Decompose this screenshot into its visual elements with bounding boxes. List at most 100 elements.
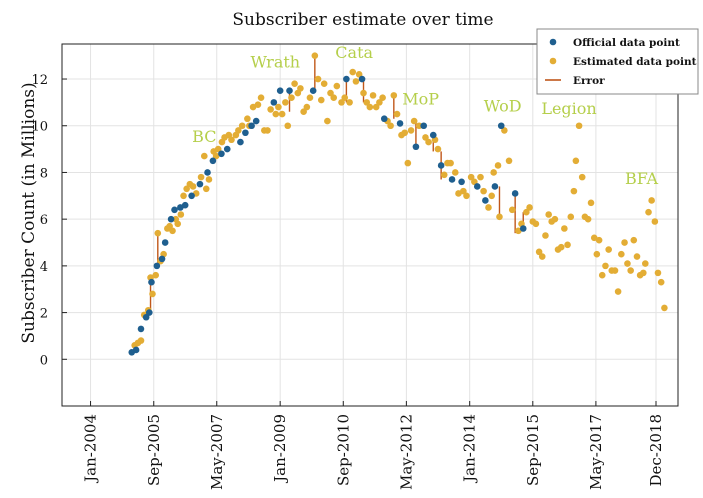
- estimated-point: [390, 92, 398, 99]
- expansion-label: Legion: [541, 99, 596, 118]
- official-point: [177, 204, 184, 211]
- official-series: [128, 75, 527, 356]
- chart-title: Subscriber estimate over time: [232, 10, 493, 30]
- y-tick-label: 2: [40, 307, 48, 322]
- estimated-point: [205, 176, 213, 183]
- legend-box: [536, 28, 699, 95]
- official-point: [153, 262, 161, 270]
- estimated-point: [651, 218, 659, 225]
- estimated-point: [376, 99, 383, 106]
- estimated-point: [275, 103, 282, 111]
- estimated-point: [661, 304, 668, 312]
- estimated-point: [303, 103, 311, 111]
- x-tick-label: Jan-2014: [461, 414, 479, 484]
- official-point: [473, 183, 481, 190]
- y-axis: 0 2 4 6 8 10 12: [31, 73, 67, 407]
- estimated-point: [284, 122, 292, 130]
- official-point: [218, 150, 225, 158]
- estimated-point: [346, 99, 353, 106]
- y-axis-label: Subscriber Count (in Millions): [19, 82, 39, 343]
- official-point: [196, 180, 204, 188]
- estimated-point: [254, 101, 262, 109]
- estimated-point: [330, 94, 338, 102]
- estimated-point: [557, 243, 565, 251]
- x-tick-label: Jan-2004: [82, 414, 100, 484]
- estimated-point: [320, 80, 328, 88]
- estimated-point: [404, 159, 412, 167]
- estimated-point: [605, 246, 612, 253]
- official-point: [158, 255, 166, 263]
- estimated-point: [244, 115, 251, 123]
- estimated-point: [393, 110, 401, 118]
- estimated-point: [523, 208, 530, 216]
- estimated-point: [657, 278, 665, 286]
- estimated-point: [440, 171, 448, 179]
- official-point: [142, 313, 150, 321]
- estimated-point: [595, 236, 603, 244]
- estimated-point: [611, 267, 619, 274]
- estimated-point: [425, 138, 432, 146]
- official-point: [137, 325, 145, 333]
- estimated-point: [183, 185, 190, 193]
- estimated-point: [149, 290, 156, 298]
- estimated-point: [467, 173, 475, 181]
- legend-label: Official data point: [573, 37, 680, 49]
- expansion-label: Cata: [335, 43, 373, 62]
- estimated-point: [137, 337, 145, 344]
- estimated-point: [214, 145, 222, 153]
- estimated-point: [614, 288, 622, 295]
- estimated-point: [174, 220, 182, 228]
- estimated-point: [360, 89, 367, 97]
- y-tick-label: 6: [40, 213, 48, 228]
- estimated-point: [567, 213, 575, 221]
- estimated-point: [297, 85, 304, 92]
- expansion-label: WoD: [484, 97, 522, 116]
- estimated-point: [447, 159, 454, 167]
- estimated-point: [602, 262, 609, 270]
- plot-frame: [61, 43, 679, 407]
- x-tick-label: Sep-2010: [334, 414, 352, 486]
- estimated-point: [200, 152, 208, 160]
- legend-label: Error: [573, 75, 605, 87]
- estimated-point: [545, 211, 552, 218]
- estimated-point: [578, 173, 586, 181]
- estimated-point: [352, 78, 360, 85]
- estimated-point: [434, 145, 442, 153]
- official-point: [420, 122, 428, 130]
- estimated-point: [311, 52, 319, 59]
- estimated-point: [648, 197, 655, 204]
- official-point: [458, 178, 465, 186]
- estimated-point: [654, 269, 662, 277]
- estimated-point: [177, 211, 185, 218]
- x-axis: Jan-2004 Sep-2005 May-2007 Jan-2009 Sep-2010…: [82, 401, 665, 490]
- estimated-point: [154, 229, 162, 237]
- x-tick-label: Sep-2005: [145, 414, 163, 486]
- y-tick-label: 8: [40, 166, 48, 181]
- official-point: [171, 206, 178, 214]
- estimated-point: [618, 250, 625, 258]
- estimated-point: [306, 94, 314, 102]
- estimated-point: [455, 190, 462, 197]
- official-point: [491, 183, 499, 190]
- estimated-point: [369, 92, 377, 99]
- official-point: [204, 169, 211, 176]
- x-tick-label: May-2012: [397, 414, 415, 490]
- official-point: [412, 143, 420, 151]
- official-point: [148, 278, 155, 286]
- estimated-point: [561, 225, 568, 232]
- x-tick-label: Sep-2015: [524, 414, 542, 486]
- estimated-point: [624, 260, 631, 267]
- estimated-point: [314, 75, 322, 83]
- estimated-point: [590, 234, 598, 242]
- official-point: [380, 115, 388, 123]
- expansion-label: BC: [192, 127, 216, 146]
- official-point: [482, 197, 489, 204]
- estimated-point: [642, 260, 649, 267]
- estimated-point: [422, 134, 429, 141]
- official-point: [519, 225, 527, 232]
- estimated-point: [267, 106, 274, 113]
- x-tick-label: May-2017: [587, 414, 605, 490]
- estimated-point: [501, 127, 508, 134]
- estimated-point: [542, 232, 549, 239]
